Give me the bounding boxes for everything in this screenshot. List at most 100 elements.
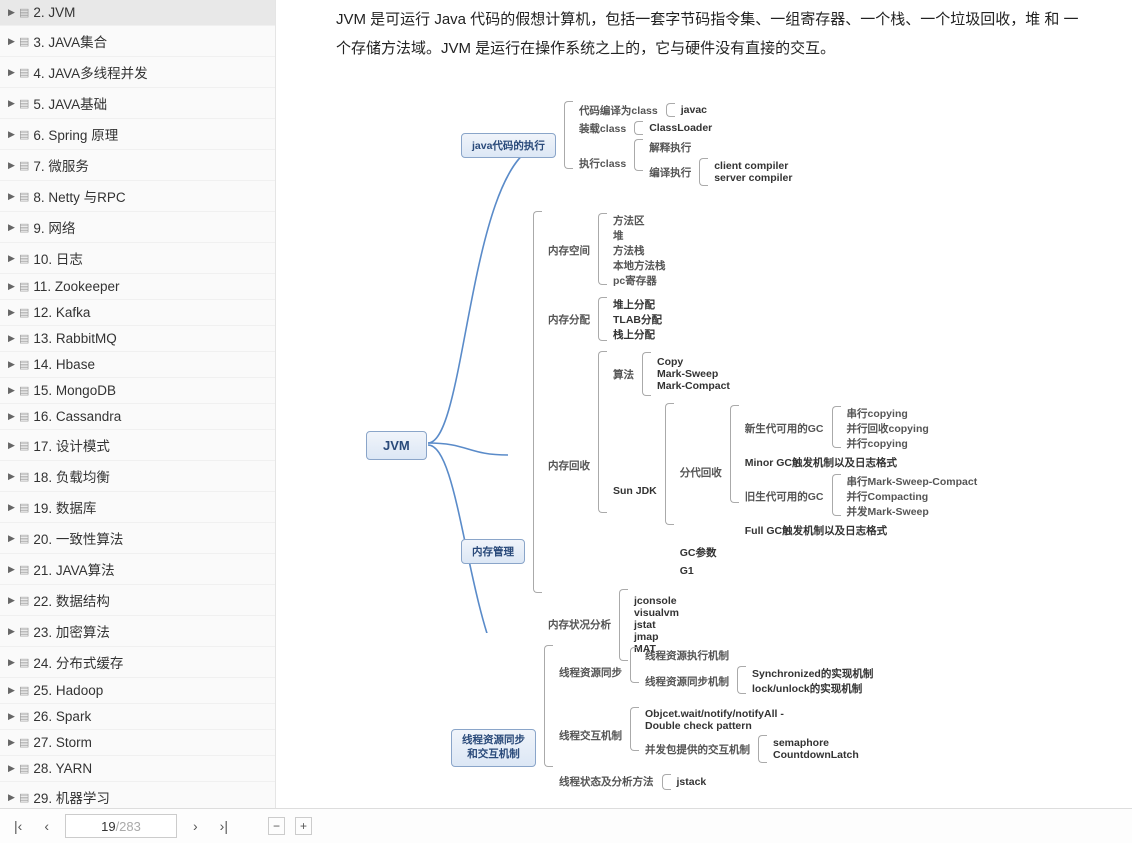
chevron-right-icon: ▶: [8, 502, 16, 513]
toc-item[interactable]: ▶▤23. 加密算法: [0, 616, 275, 647]
chevron-right-icon: ▶: [8, 440, 16, 451]
mm-leaf: Copy: [657, 356, 730, 368]
mm-leaf: 本地方法栈: [613, 258, 666, 273]
toc-item[interactable]: ▶▤5. JAVA基础: [0, 88, 275, 119]
page-icon: ▤: [19, 35, 29, 48]
mm-leaf: 串行copying: [847, 406, 929, 421]
toc-label: 16. Cassandra: [33, 409, 121, 424]
toc-item[interactable]: ▶▤ 29. 机器学习: [0, 782, 275, 808]
toc-item[interactable]: ▶▤4. JAVA多线程并发: [0, 57, 275, 88]
page-icon: ▤: [19, 532, 29, 545]
chevron-right-icon: ▶: [8, 737, 16, 748]
toc-item[interactable]: ▶▤ 20. 一致性算法: [0, 523, 275, 554]
mm-leaf: 串行Mark-Sweep-Compact: [847, 474, 978, 489]
page-icon: ▤: [19, 384, 29, 397]
chevron-right-icon: ▶: [8, 307, 16, 318]
mm-leaf: 并行Compacting: [847, 489, 978, 504]
toc-label: 20. 一致性算法: [33, 528, 123, 548]
mm-branch-mem: 内存管理: [461, 539, 525, 564]
mm-leaf: pc寄存器: [613, 273, 666, 288]
page-icon: ▤: [19, 306, 29, 319]
toc-label: 4. JAVA多线程并发: [33, 62, 147, 82]
chevron-right-icon: ▶: [8, 763, 16, 774]
mm-branch-thread: 线程资源同步和交互机制: [451, 729, 536, 766]
mm-leaf: jmap: [634, 631, 679, 643]
page-icon: ▤: [19, 684, 29, 697]
zoom-in-button[interactable]: +: [295, 817, 312, 835]
toc-item[interactable]: ▶▤12. Kafka: [0, 300, 275, 326]
page-icon: ▤: [19, 501, 29, 514]
mm-leaf: TLAB分配: [613, 312, 662, 327]
toc-label: 5. JAVA基础: [33, 93, 107, 113]
page-icon: ▤: [19, 439, 29, 452]
page-icon: ▤: [19, 358, 29, 371]
toc-label: 2. JVM: [33, 5, 75, 20]
toc-label: 10. 日志: [33, 248, 83, 268]
mm-leaf: visualvm: [634, 607, 679, 619]
page-icon: ▤: [19, 594, 29, 607]
chevron-right-icon: ▶: [8, 129, 16, 140]
toc-label: 29. 机器学习: [33, 787, 110, 807]
toc-label: 9. 网络: [33, 217, 75, 237]
toc-item[interactable]: ▶▤8. Netty 与RPC: [0, 181, 275, 212]
toc-item[interactable]: ▶▤13. RabbitMQ: [0, 326, 275, 352]
toc-label: 23. 加密算法: [33, 621, 110, 641]
last-page-button[interactable]: ›|: [214, 816, 234, 836]
toc-item[interactable]: ▶▤15. MongoDB: [0, 378, 275, 404]
mm-leaf: jconsole: [634, 595, 679, 607]
page-icon: ▤: [19, 410, 29, 423]
chevron-right-icon: ▶: [8, 792, 16, 803]
toc-item[interactable]: ▶▤ 14. Hbase: [0, 352, 275, 378]
toc-item[interactable]: ▶▤9. 网络: [0, 212, 275, 243]
toc-item[interactable]: ▶▤26. Spark: [0, 704, 275, 730]
toc-item[interactable]: ▶▤27. Storm: [0, 730, 275, 756]
mm-leaf: Mark-Sweep: [657, 368, 730, 380]
mm-leaf: 堆: [613, 228, 666, 243]
toc-item[interactable]: ▶▤6. Spring 原理: [0, 119, 275, 150]
chevron-right-icon: ▶: [8, 7, 16, 18]
chevron-right-icon: ▶: [8, 359, 16, 370]
page-icon: ▤: [19, 656, 29, 669]
toc-label: 14. Hbase: [33, 357, 95, 372]
toc-item[interactable]: ▶▤19. 数据库: [0, 492, 275, 523]
page-number-input[interactable]: 19/283: [65, 814, 177, 838]
toc-item[interactable]: ▶▤10. 日志: [0, 243, 275, 274]
chevron-right-icon: ▶: [8, 657, 16, 668]
toc-item[interactable]: ▶▤3. JAVA集合: [0, 26, 275, 57]
chevron-right-icon: ▶: [8, 253, 16, 264]
page-icon: ▤: [19, 762, 29, 775]
toc-item[interactable]: ▶▤ 24. 分布式缓存: [0, 647, 275, 678]
page-icon: ▤: [19, 563, 29, 576]
first-page-button[interactable]: |‹: [8, 816, 28, 836]
toc-item[interactable]: ▶▤2. JVM: [0, 0, 275, 26]
toc-label: 25. Hadoop: [33, 683, 103, 698]
chevron-right-icon: ▶: [8, 160, 16, 171]
toc-label: 24. 分布式缓存: [33, 652, 123, 672]
toc-item[interactable]: ▶▤25. Hadoop: [0, 678, 275, 704]
chevron-right-icon: ▶: [8, 533, 16, 544]
toc-item[interactable]: ▶▤17. 设计模式: [0, 430, 275, 461]
mindmap: JVM java代码的执行 代码编译为classjavac 装载classC: [336, 91, 1082, 771]
chevron-right-icon: ▶: [8, 595, 16, 606]
toc-item[interactable]: ▶▤18. 负载均衡: [0, 461, 275, 492]
toc-item[interactable]: ▶▤21. JAVA算法: [0, 554, 275, 585]
prev-page-button[interactable]: ‹: [38, 816, 55, 836]
toc-item[interactable]: ▶▤16. Cassandra: [0, 404, 275, 430]
page-icon: ▤: [19, 190, 29, 203]
toc-label: 28. YARN: [33, 761, 92, 776]
chevron-right-icon: ▶: [8, 191, 16, 202]
toc-item[interactable]: ▶▤ 28. YARN: [0, 756, 275, 782]
chevron-right-icon: ▶: [8, 98, 16, 109]
mm-leaf: jstat: [634, 619, 679, 631]
toc-item[interactable]: ▶▤11. Zookeeper: [0, 274, 275, 300]
chevron-right-icon: ▶: [8, 626, 16, 637]
zoom-out-button[interactable]: −: [268, 817, 285, 835]
toc-label: 11. Zookeeper: [33, 279, 119, 294]
next-page-button[interactable]: ›: [187, 816, 204, 836]
page-icon: ▤: [19, 791, 29, 804]
mm-root: JVM: [366, 431, 427, 460]
toc-label: 13. RabbitMQ: [33, 331, 116, 346]
mm-leaf: 并行copying: [847, 436, 929, 451]
toc-item[interactable]: ▶▤7. 微服务: [0, 150, 275, 181]
toc-item[interactable]: ▶▤22. 数据结构: [0, 585, 275, 616]
